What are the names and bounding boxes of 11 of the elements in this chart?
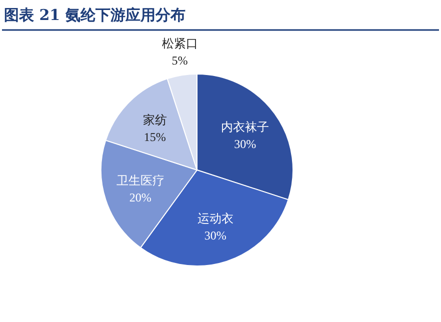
data-label: 30%: [204, 228, 226, 243]
data-label: 20%: [129, 190, 152, 204]
slice-label: 家纺: [142, 112, 167, 127]
slice-label: 松紧口: [162, 36, 198, 50]
data-label: 30%: [234, 137, 256, 152]
chart-title: 图表 21 氨纶下游应用分布: [4, 6, 186, 24]
slice-label: 运动衣: [197, 212, 234, 226]
slice-label: 内衣袜子: [221, 120, 270, 134]
slice-label: 卫生医疗: [116, 173, 164, 188]
data-label: 15%: [144, 130, 166, 144]
data-label: 5%: [172, 53, 188, 68]
